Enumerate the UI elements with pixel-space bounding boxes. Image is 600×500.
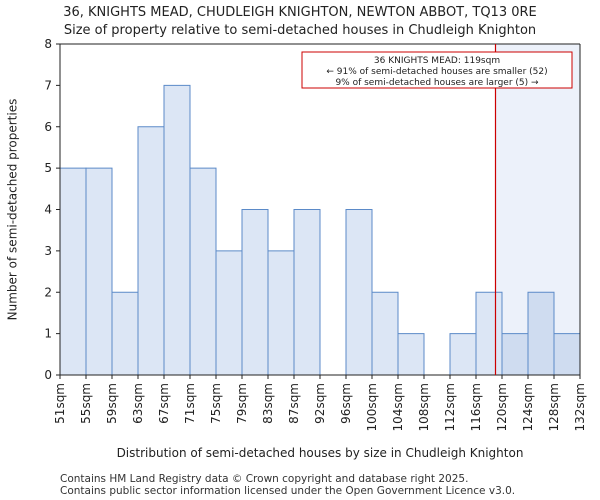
- histogram-bar: [371, 291, 399, 376]
- x-tick-label: 124sqm: [521, 383, 535, 431]
- y-tick-label: 5: [44, 161, 52, 175]
- x-tick-label: 79sqm: [235, 383, 249, 424]
- x-tick-label: 59sqm: [105, 383, 119, 424]
- annotation-line-1: 36 KNIGHTS MEAD: 119sqm: [374, 56, 500, 66]
- x-tick-label: 92sqm: [313, 383, 327, 424]
- chart-subtitle: Size of property relative to semi-detach…: [63, 23, 537, 38]
- x-tick-label: 116sqm: [469, 383, 483, 431]
- footer-line-1: Contains HM Land Registry data © Crown c…: [60, 473, 469, 485]
- y-tick-label: 7: [44, 78, 52, 92]
- histogram-bar: [267, 250, 295, 376]
- x-axis-label: Distribution of semi-detached houses by …: [117, 446, 524, 460]
- y-tick-label: 2: [44, 285, 52, 299]
- x-tick-label: 112sqm: [443, 383, 457, 431]
- annotation-box: [301, 51, 573, 89]
- x-tick-label: 75sqm: [209, 383, 223, 424]
- x-tick-label: 55sqm: [79, 383, 93, 424]
- histogram-bar: [345, 209, 373, 376]
- histogram-bar: [163, 84, 191, 376]
- histogram-bar: [137, 126, 165, 376]
- histogram-bar: [501, 333, 529, 376]
- histogram-bar: [189, 167, 217, 376]
- annotation-line-3: 9% of semi-detached houses are larger (5…: [335, 78, 539, 88]
- x-tick-label: 120sqm: [495, 383, 509, 431]
- histogram-bar: [111, 291, 139, 376]
- y-tick-label: 6: [44, 120, 52, 134]
- histogram-bar: [397, 333, 425, 376]
- y-tick-label: 0: [44, 368, 52, 382]
- x-tick-label: 104sqm: [391, 383, 405, 431]
- chart-title: 36, KNIGHTS MEAD, CHUDLEIGH KNIGHTON, NE…: [63, 5, 537, 20]
- histogram-bar: [293, 209, 321, 376]
- x-tick-label: 100sqm: [365, 383, 379, 431]
- histogram-bar: [85, 167, 113, 376]
- footer-line-2: Contains public sector information licen…: [60, 485, 516, 497]
- histogram-bar: [553, 333, 581, 376]
- histogram-bar: [241, 209, 269, 376]
- x-tick-label: 108sqm: [417, 383, 431, 431]
- histogram-bar: [215, 250, 243, 376]
- y-axis-label: Number of semi-detached properties: [6, 99, 20, 321]
- x-tick-label: 71sqm: [183, 383, 197, 424]
- histogram-bar: [475, 291, 503, 376]
- x-tick-label: 96sqm: [339, 383, 353, 424]
- annotation-line-2: ← 91% of semi-detached houses are smalle…: [326, 67, 547, 77]
- x-tick-label: 83sqm: [261, 383, 275, 424]
- x-tick-label: 132sqm: [573, 383, 587, 431]
- x-tick-label: 63sqm: [131, 383, 145, 424]
- histogram-bar: [527, 291, 555, 376]
- x-tick-label: 128sqm: [547, 383, 561, 431]
- y-tick-label: 4: [44, 203, 52, 217]
- x-tick-label: 67sqm: [157, 383, 171, 424]
- histogram-bar: [59, 167, 87, 376]
- histogram-bar: [449, 333, 477, 376]
- x-tick-label: 87sqm: [287, 383, 301, 424]
- y-tick-label: 1: [44, 327, 52, 341]
- y-tick-label: 3: [44, 244, 52, 258]
- y-tick-label: 8: [44, 37, 52, 51]
- x-tick-label: 51sqm: [53, 383, 67, 424]
